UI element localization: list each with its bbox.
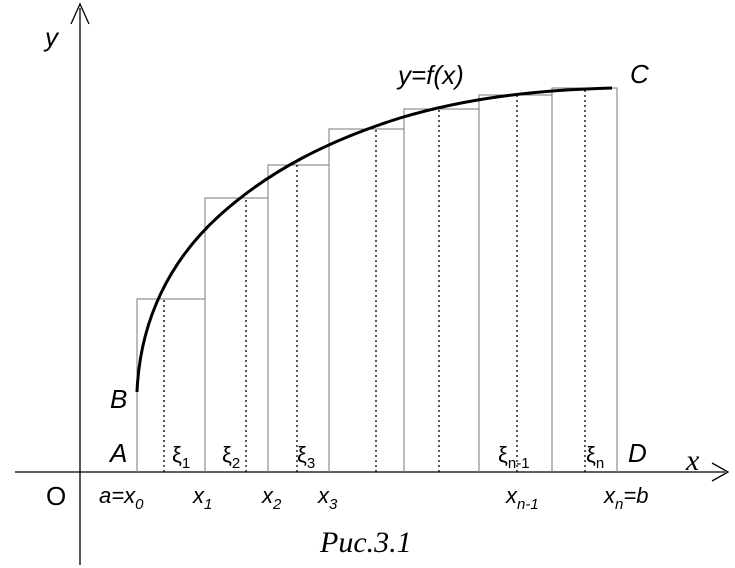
x-tick-1: x1 (192, 483, 212, 513)
figure-caption: Рис.3.1 (319, 526, 412, 559)
rect-2 (204, 197, 269, 472)
x-tick-3: x3 (317, 483, 338, 513)
point-a-label: A (108, 438, 127, 468)
origin-label: O (46, 481, 66, 511)
rect-6 (478, 94, 553, 472)
xi-dotted-lines (163, 88, 586, 472)
x-tick-n-1: xn-1 (505, 483, 539, 513)
point-d-label: D (628, 438, 647, 468)
xi-label-2: ξ2 (222, 442, 240, 472)
x-tick-n: xn=b (603, 483, 648, 513)
rect-3 (267, 164, 330, 472)
riemann-rectangles (136, 87, 618, 472)
xi-label-n: ξn (586, 442, 604, 472)
x-axis-label: x (685, 444, 700, 477)
xi-label-n-1: ξn-1 (498, 442, 530, 472)
y-axis-label: y (43, 22, 60, 52)
point-b-label: B (110, 384, 127, 414)
curve-label: y=f(x) (396, 60, 464, 90)
point-c-label: C (630, 59, 649, 89)
x-tick-2: x2 (261, 483, 282, 513)
y-axis-arrow (70, 2, 90, 25)
x-tick-0: a=x0 (99, 483, 144, 513)
xi-label-1: ξ1 (172, 442, 190, 472)
rect-4 (328, 128, 405, 472)
x-axis-arrow (711, 462, 730, 482)
xi-label-3: ξ3 (297, 442, 315, 472)
function-curve (135, 86, 613, 393)
rect-5 (403, 108, 480, 472)
